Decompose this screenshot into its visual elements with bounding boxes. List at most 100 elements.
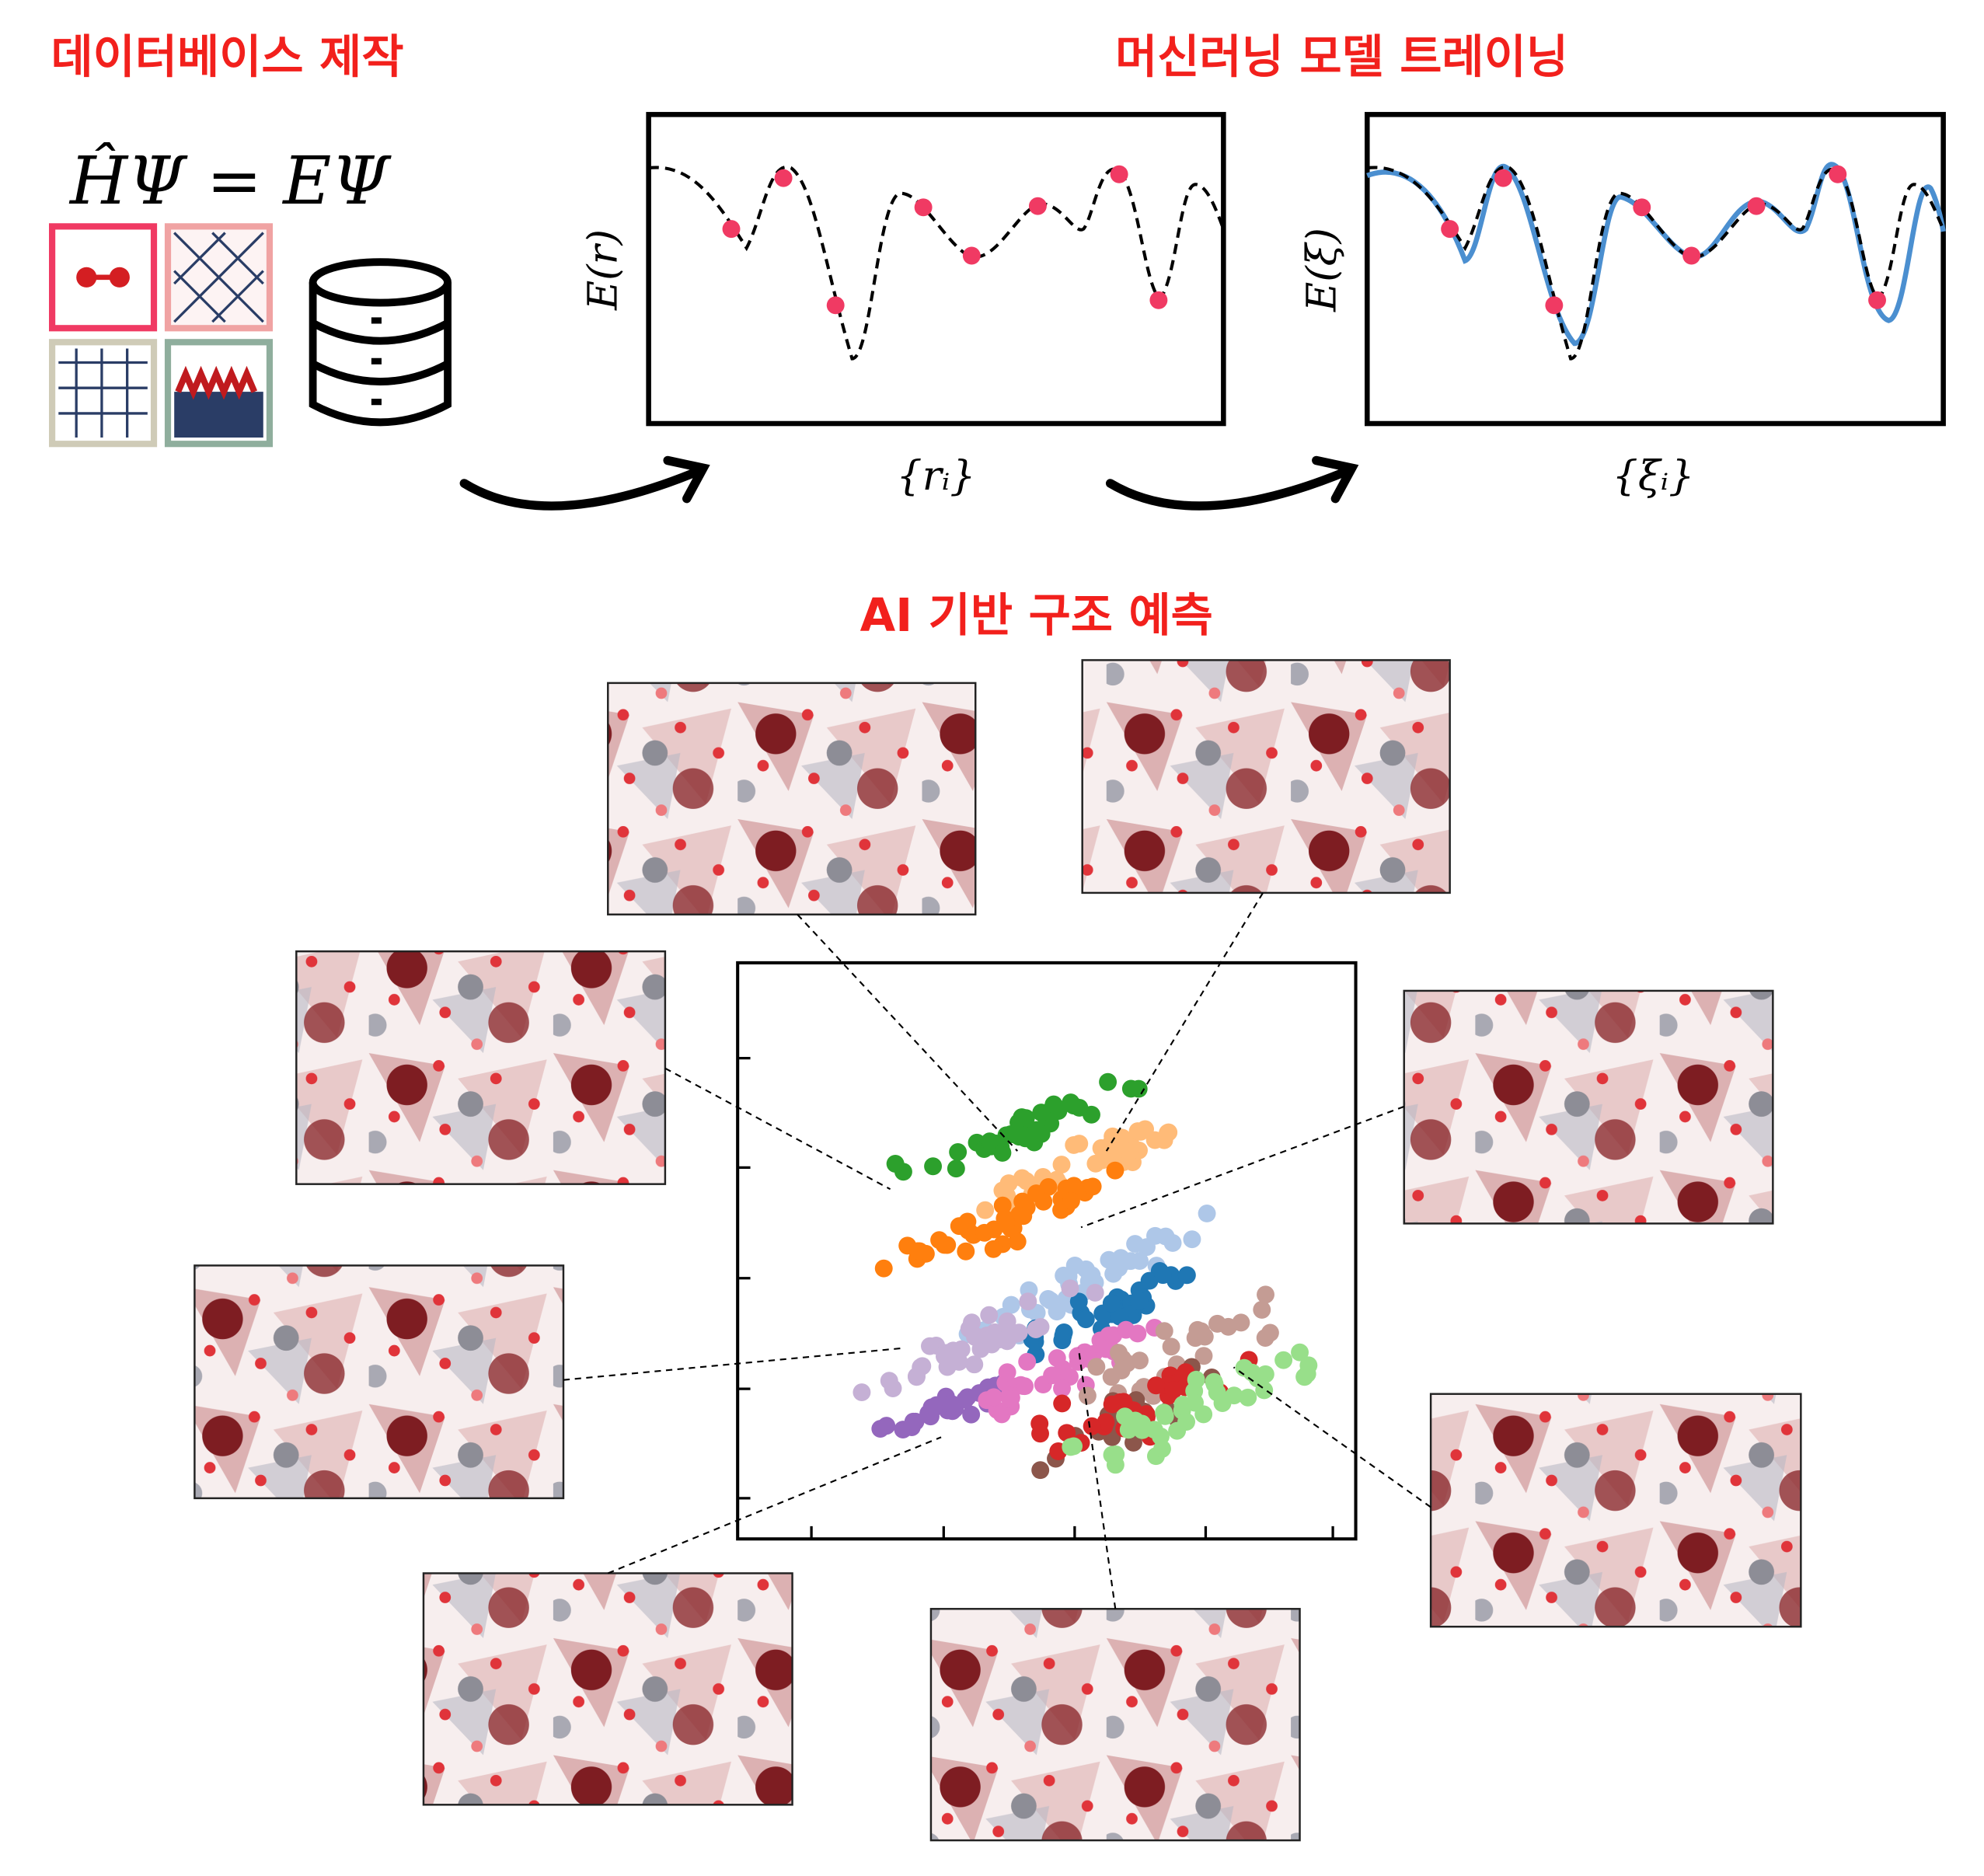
scatter-dot	[1043, 1366, 1062, 1385]
scatter-dot	[1052, 1156, 1071, 1174]
scatter-dot	[985, 1327, 1003, 1345]
axis-label: E(r)	[580, 229, 627, 311]
scatter-dot	[1130, 1292, 1149, 1310]
scatter-dot	[1099, 1072, 1118, 1091]
scatter-dot	[980, 1306, 999, 1324]
scatter-dot	[1186, 1393, 1204, 1412]
scatter-dot	[999, 1174, 1018, 1192]
scatter-dot	[1126, 1235, 1145, 1254]
scatter-dot	[912, 1358, 930, 1376]
scatter-dot	[998, 1312, 1016, 1330]
scatter-dot	[1147, 1376, 1166, 1395]
scatter-dot	[1065, 1256, 1084, 1274]
scatter-dot	[949, 1142, 968, 1161]
section-title: 데이터베이스 제작	[51, 30, 403, 83]
scatter-dot	[950, 1217, 968, 1236]
scatter-dot	[1219, 1317, 1238, 1336]
scatter-dot	[1140, 1271, 1159, 1290]
scatter-dot	[1257, 1285, 1274, 1304]
scatter-dot	[1065, 1177, 1083, 1195]
scatter-dot	[943, 1395, 961, 1414]
scatter-dot	[956, 1390, 975, 1409]
scatter-dot	[886, 1155, 905, 1173]
scatter-dot	[1069, 1347, 1087, 1365]
scatter-dot	[1054, 1327, 1072, 1345]
scatter-dot	[1069, 1292, 1088, 1311]
scatter-dot	[1163, 1233, 1182, 1252]
scatter-dot	[1177, 1266, 1196, 1285]
scatter-dot	[1129, 1079, 1148, 1098]
scatter-dot	[1086, 1283, 1104, 1302]
scatter-dot	[935, 1236, 954, 1254]
scatter-dot	[1274, 1351, 1293, 1369]
scatter-dot	[998, 1363, 1016, 1382]
scatter-dot	[1260, 1323, 1279, 1342]
scatter-dot	[853, 1383, 871, 1402]
scatter-dot	[947, 1159, 965, 1178]
scatter-dot	[1106, 1161, 1124, 1180]
scatter-dot	[1086, 1154, 1105, 1173]
scatter-dot	[1153, 1266, 1172, 1285]
scatter-dot	[1083, 1266, 1101, 1285]
structure-scatter	[736, 961, 1358, 1541]
scatter-dot	[1013, 1192, 1032, 1211]
scatter-dot	[1058, 1424, 1076, 1442]
scatter-dot	[962, 1405, 981, 1424]
axis-label: {rᵢ}	[896, 452, 975, 500]
scatter-dot	[957, 1242, 975, 1261]
connectors	[563, 892, 1431, 1609]
scatter-dot	[921, 1337, 939, 1355]
scatter-dot	[1128, 1324, 1147, 1343]
scatter-dot	[1152, 1427, 1170, 1445]
section-title: AI 기반 구조 예측	[860, 588, 1213, 642]
database-icon	[309, 258, 452, 427]
scatter-dot	[1018, 1352, 1037, 1371]
scatter-dot	[1102, 1368, 1121, 1386]
scatter-dot	[1016, 1109, 1035, 1128]
scatter-dot	[960, 1320, 978, 1338]
scatter-dot	[976, 1201, 995, 1219]
scatter-dot	[984, 1240, 1002, 1258]
scatter-dot	[1062, 1438, 1080, 1456]
axis-label: E(ξ)	[1298, 228, 1345, 312]
scatter-dot	[1061, 1279, 1079, 1298]
scatter-dot	[1031, 1317, 1050, 1336]
scatter-dot	[1256, 1365, 1274, 1383]
scatter-dot	[1253, 1300, 1271, 1319]
scatter-dot	[981, 1132, 999, 1151]
scatter-dot	[1128, 1122, 1147, 1141]
scatter-dot	[1107, 1445, 1125, 1463]
section-title: 머신러닝 모델 트레이닝	[1115, 30, 1568, 83]
scatter-dot	[1053, 1394, 1072, 1413]
scatter-dot	[877, 1417, 896, 1435]
scatter-dot	[985, 1388, 1003, 1407]
scatter-dot	[1111, 1307, 1129, 1326]
scatter-dot	[1155, 1322, 1173, 1341]
scatter-dot	[1291, 1343, 1309, 1362]
scatter-dot	[1032, 1104, 1051, 1121]
scatter-dot	[924, 1157, 943, 1176]
scatter-dot	[1299, 1356, 1318, 1375]
scatter-dot	[965, 1355, 984, 1374]
scatter-dot	[1062, 1191, 1080, 1210]
scatter-dot	[952, 1340, 971, 1358]
scatter-dot	[1048, 1349, 1066, 1368]
dataset-icons	[49, 223, 274, 448]
equation: ĤΨ = EΨ	[68, 141, 392, 220]
scatter-dot	[874, 1259, 893, 1278]
scatter-dot	[1239, 1388, 1257, 1407]
scatter-dot	[1104, 1145, 1122, 1164]
energy-plot: E(r) {rᵢ}	[580, 112, 1226, 500]
scatter-dot	[1192, 1322, 1211, 1341]
arrow	[459, 455, 1359, 511]
scatter-dot	[880, 1372, 898, 1390]
scatter-dot	[975, 1223, 994, 1242]
scatter-dot	[1100, 1327, 1118, 1345]
scatter-dot	[993, 1196, 1012, 1215]
scatter-dot	[1177, 1413, 1196, 1431]
scatter-dot	[1103, 1395, 1121, 1414]
scatter-dot	[1087, 1358, 1106, 1376]
scatter-dot	[1031, 1461, 1050, 1480]
scatter-dot	[1208, 1383, 1226, 1402]
